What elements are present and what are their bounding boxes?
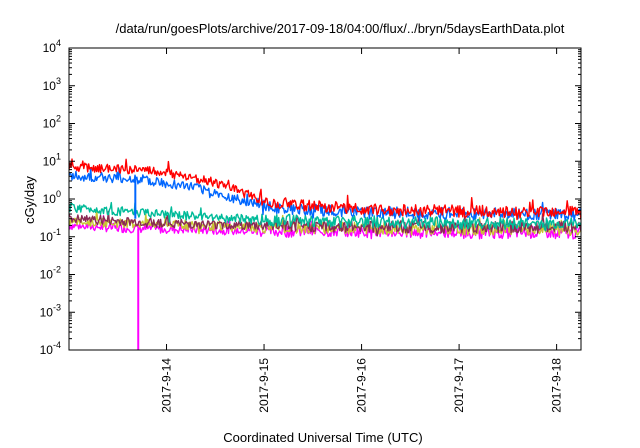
y-tick-label: 100: [43, 189, 61, 206]
y-tick-exponent: 4: [56, 38, 61, 48]
x-tick-label: 2017-9-17: [452, 358, 466, 413]
chart-title: /data/run/goesPlots/archive/2017-09-18/0…: [116, 21, 565, 36]
x-tick-label: 2017-9-16: [355, 358, 369, 413]
y-tick-exponent: 2: [56, 114, 61, 124]
y-tick-label: 10-4: [40, 340, 61, 357]
y-tick-label: 103: [43, 76, 61, 93]
x-axis-label: Coordinated Universal Time (UTC): [223, 430, 422, 445]
y-axis-label: cGy/day: [22, 176, 37, 224]
x-tick-label: 2017-9-15: [257, 358, 271, 413]
x-tick-label: 2017-9-18: [550, 358, 564, 413]
y-tick-label: 102: [43, 114, 61, 131]
y-tick-base: 10: [43, 192, 57, 206]
x-axis: 2017-9-14 2017-9-15 2017-9-16 2017-9-17 2017…: [160, 48, 564, 413]
y-tick-base: 10: [40, 305, 54, 319]
y-tick-label: 104: [43, 38, 61, 55]
series-line: [69, 201, 581, 232]
y-tick-label: 101: [43, 151, 61, 168]
x-tick-label: 2017-9-14: [160, 358, 174, 413]
y-tick-exponent: -1: [53, 227, 61, 237]
y-tick-exponent: 0: [56, 189, 61, 199]
y-tick-label: 10-2: [40, 265, 61, 282]
y-tick-base: 10: [40, 268, 54, 282]
y-tick-exponent: 3: [56, 76, 61, 86]
series-line: [69, 167, 581, 222]
y-tick-exponent: 1: [56, 151, 61, 161]
y-tick-label: 10-1: [40, 227, 61, 244]
y-tick-exponent: -2: [53, 265, 61, 275]
series-layer: [69, 158, 581, 350]
y-tick-base: 10: [40, 230, 54, 244]
y-tick-exponent: -4: [53, 340, 61, 350]
series-line: [69, 158, 581, 221]
y-tick-base: 10: [43, 41, 57, 55]
y-tick-base: 10: [43, 117, 57, 131]
y-tick-base: 10: [40, 343, 54, 357]
y-tick-base: 10: [43, 79, 57, 93]
plot-frame: [68, 47, 582, 351]
y-tick-label: 10-3: [40, 302, 61, 319]
y-tick-base: 10: [43, 154, 57, 168]
y-tick-exponent: -3: [53, 302, 61, 312]
